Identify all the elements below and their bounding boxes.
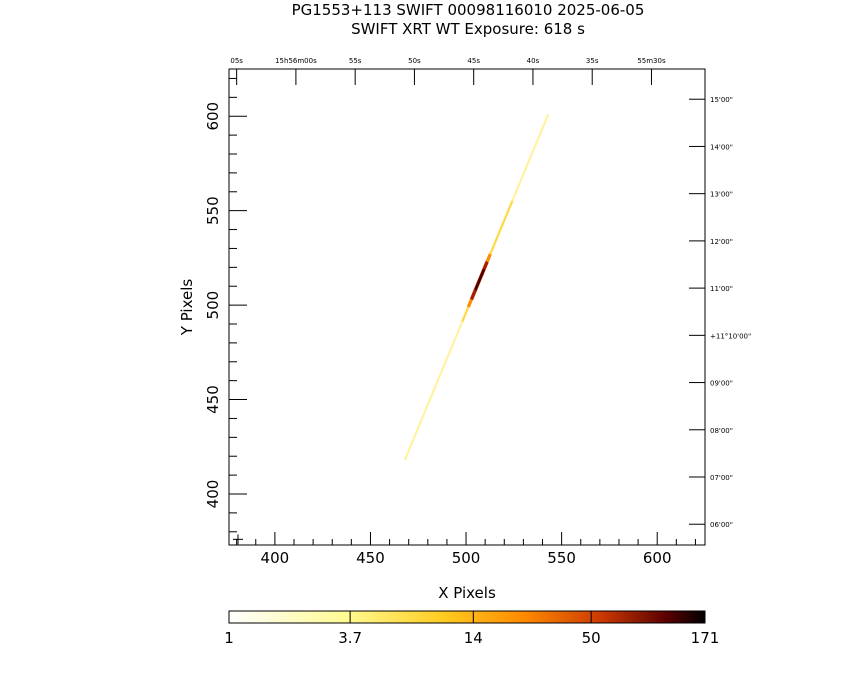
ra-tick-label: 05s [230, 57, 243, 65]
axis-ticks: 400 450 500 550 600 400 450 500 550 600 05s 15h56m0… [204, 57, 751, 567]
ra-tick-label: 35s [586, 57, 599, 65]
streak-core [474, 268, 486, 291]
colorbar-tick-label: 14 [464, 629, 483, 647]
y-tick-label: 500 [204, 291, 222, 320]
dec-tick-label: 15'00" [710, 96, 733, 104]
dec-tick-label: 14'00" [710, 143, 733, 151]
x-tick-label: 500 [452, 549, 481, 567]
plot-title: PG1553+113 SWIFT 00098116010 2025-06-05 [291, 1, 645, 19]
y-axis-label: Y Pixels [178, 279, 196, 337]
ra-tick-label: 50s [408, 57, 421, 65]
plot-subtitle: SWIFT XRT WT Exposure: 618 s [351, 20, 585, 38]
x-tick-label: 450 [356, 549, 385, 567]
dec-tick-label: 11'00" [710, 285, 733, 293]
ra-tick-label: 45s [467, 57, 480, 65]
dec-tick-label: +11°10'00" [710, 332, 751, 340]
ra-tick-label: 55m30s [637, 57, 666, 65]
colorbar-ticks: 1 3.7 14 50 171 [224, 611, 719, 647]
colorbar-tick-label: 171 [691, 629, 720, 647]
plot-frame [228, 68, 706, 546]
dec-tick-label: 13'00" [710, 191, 733, 199]
dec-tick-label: 07'00" [710, 474, 733, 482]
x-tick-label: 550 [547, 549, 576, 567]
y-tick-label: 450 [204, 385, 222, 414]
colorbar-tick-label: 1 [224, 629, 234, 647]
x-axis-label: X Pixels [438, 584, 496, 602]
ra-tick-label: 55s [349, 57, 362, 65]
ra-tick-label: 40s [527, 57, 540, 65]
dec-tick-label: 09'00" [710, 380, 733, 388]
source-streak [403, 113, 550, 461]
dec-tick-label: 06'00" [710, 521, 733, 529]
colorbar-tick-label: 3.7 [338, 629, 362, 647]
y-tick-label: 400 [204, 480, 222, 509]
x-tick-label: 600 [643, 549, 672, 567]
y-tick-label: 550 [204, 196, 222, 225]
colorbar [228, 610, 706, 624]
y-tick-label: 600 [204, 102, 222, 131]
dec-tick-label: 12'00" [710, 238, 733, 246]
colorbar-tick-label: 50 [582, 629, 601, 647]
ra-tick-label: 15h56m00s [275, 57, 317, 65]
dec-tick-label: 08'00" [710, 427, 733, 435]
x-tick-label: 400 [261, 549, 290, 567]
